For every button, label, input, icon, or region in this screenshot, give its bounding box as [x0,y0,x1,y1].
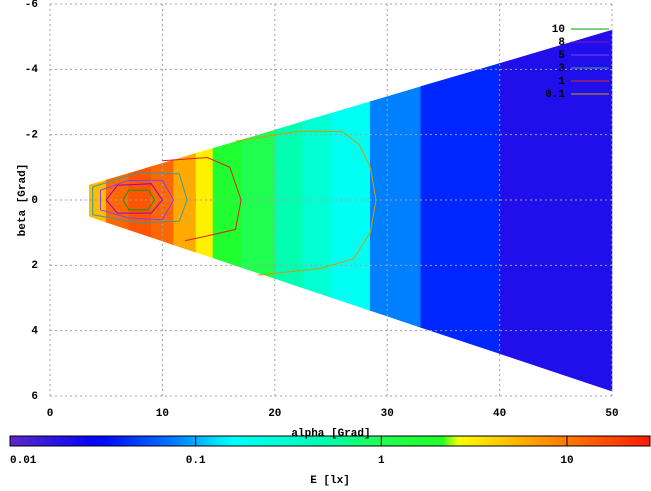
legend-label: 3 [558,63,565,75]
y-tick-label: 6 [31,391,38,403]
contour-line [105,183,164,214]
y-tick-label: -6 [25,0,38,11]
heat-cell [369,86,422,328]
legend-label: 8 [558,37,565,49]
heat-cell [173,152,197,253]
contour-line [100,179,175,221]
y-tick-label: -2 [25,130,38,142]
y-tick-label: 4 [31,326,38,338]
contour-line [235,130,377,276]
legend-label: 0.1 [545,89,565,101]
colorbar-tick-label: 1 [378,455,385,467]
y-tick-label: -4 [25,64,39,76]
x-tick-label: 40 [493,408,506,420]
heat-cell [128,166,152,238]
legend-label: 1 [558,76,565,88]
contour-line [162,156,242,242]
colorbar-tick-label: 10 [560,455,573,467]
heat-cell [195,148,214,259]
legend-label: 10 [552,24,565,36]
contour-line [122,189,156,211]
y-axis-label: beta [Grad] [17,164,29,237]
colorbar-tick-label: 0.01 [10,455,37,467]
y-tick-label: 0 [31,195,38,207]
heat-cell [499,29,613,392]
colorbar-tick-label: 0.1 [186,455,206,467]
heat-cell [240,129,276,279]
contour-line [92,171,188,224]
x-tick-label: 20 [268,408,281,420]
heatmap [89,29,613,392]
y-tick-label: 2 [31,260,38,272]
x-axis-label: alpha [Grad] [291,428,370,440]
heat-cell [274,121,304,289]
x-tick-label: 50 [605,408,618,420]
x-tick-label: 10 [156,408,169,420]
heat-cell [212,139,242,268]
x-tick-label: 0 [47,408,54,420]
heat-cell [420,63,500,354]
heat-cell [330,101,371,311]
colorbar-label: E [lx] [310,475,350,486]
legend-label: 5 [558,50,565,62]
x-tick-label: 30 [381,408,394,420]
